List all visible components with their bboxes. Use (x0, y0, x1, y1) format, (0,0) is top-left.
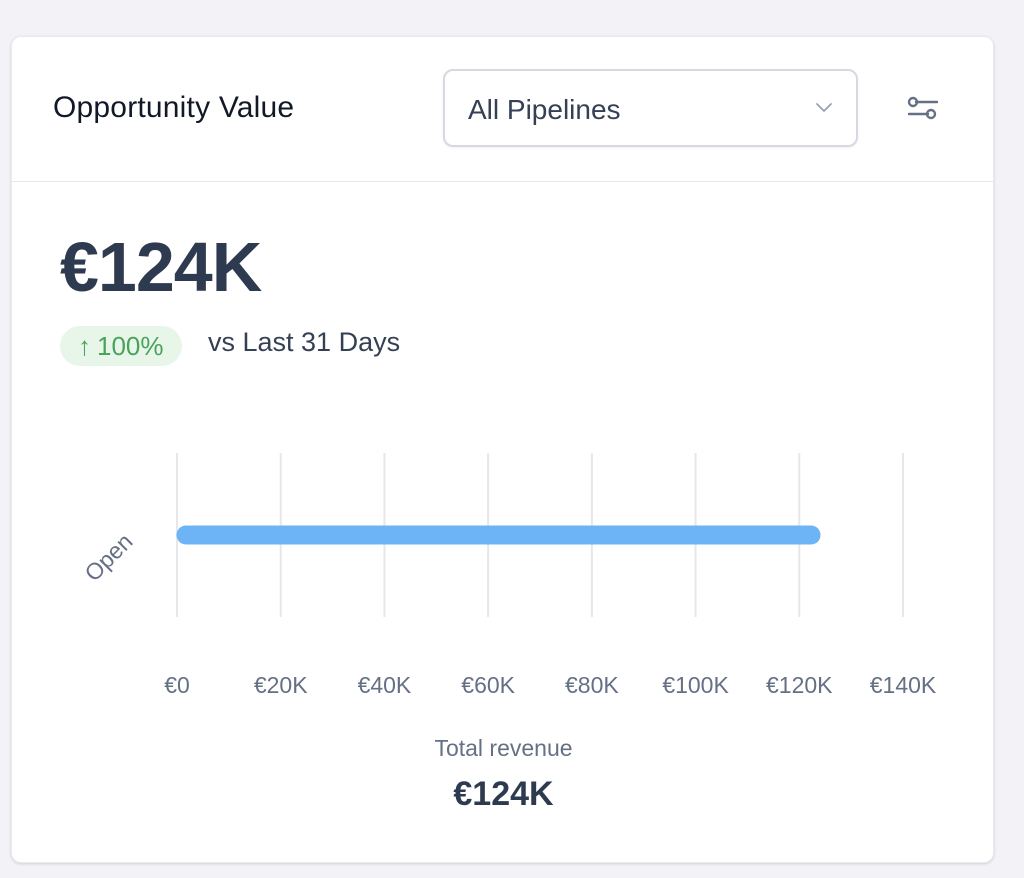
pipeline-select-value: All Pipelines (468, 94, 621, 125)
x-tick-label: €100K (662, 672, 729, 698)
x-tick-label: €40K (358, 672, 412, 698)
card-header: Opportunity Value All Pipelines (12, 37, 993, 182)
x-tick-label: €120K (766, 672, 833, 698)
change-percent: 100% (97, 331, 164, 361)
opportunity-value-card: Opportunity Value All Pipelines €124K ↑ 1… (11, 36, 994, 863)
opportunity-bar-chart: €0 €20K €40K €60K €80K €100K €120K €140K Open (79, 453, 937, 698)
opportunity-total-value: €124K (60, 228, 262, 306)
total-revenue-label: Total revenue (434, 735, 573, 761)
x-tick-label: €20K (254, 672, 308, 698)
change-badge: ↑ 100% (60, 326, 182, 366)
filter-sliders-icon[interactable] (902, 93, 942, 123)
compare-period-text: vs Last 31 Days (208, 327, 401, 357)
x-tick-label: €80K (565, 672, 619, 698)
y-category-label: Open (79, 528, 137, 586)
pipeline-select[interactable]: All Pipelines (443, 69, 858, 147)
x-tick-label: €60K (461, 672, 515, 698)
x-tick-label: €140K (870, 672, 937, 698)
card-title: Opportunity Value (53, 91, 295, 124)
total-revenue-value: €124K (453, 775, 554, 813)
x-tick-label: €0 (164, 672, 190, 698)
arrow-up-icon: ↑ (78, 331, 91, 361)
chevron-down-icon (816, 103, 832, 112)
